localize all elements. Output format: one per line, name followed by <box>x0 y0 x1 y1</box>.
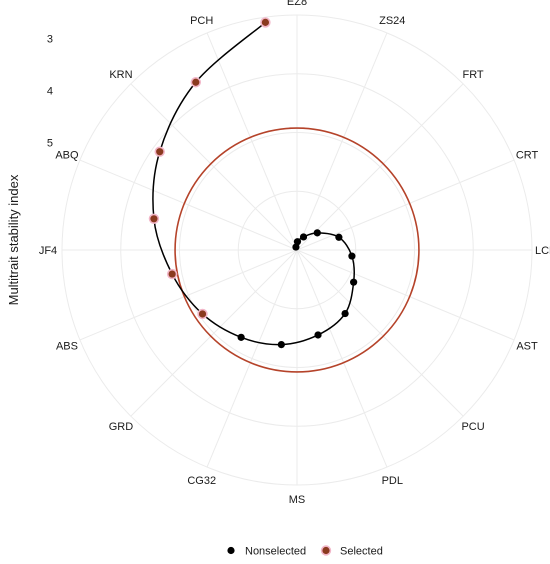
nonselected-point <box>314 331 322 339</box>
legend-label: Nonselected <box>245 546 306 558</box>
legend-label: Selected <box>340 546 383 558</box>
nonselected-point <box>313 229 321 237</box>
grid-spoke <box>130 249 298 417</box>
legend-swatch <box>322 546 330 555</box>
category-label: ABQ <box>55 150 79 162</box>
nonselected-point <box>299 233 308 241</box>
category-label: EZ8 <box>287 0 307 8</box>
y-axis-title: Multitrait stability index <box>6 174 21 305</box>
nonselected-point <box>341 309 349 318</box>
legend: Nonselected Selected <box>227 545 383 558</box>
category-label: PCU <box>461 421 484 433</box>
category-label: AST <box>516 340 538 352</box>
category-labels: EZ8 ZS24 FRT CRT LCN AST PCU PDL MS CG32 GRD ABS JF4… <box>39 0 550 506</box>
category-label: FRT <box>462 69 483 81</box>
category-label: ZS24 <box>379 15 405 27</box>
category-label: GRD <box>109 421 134 433</box>
grid-spoke <box>296 249 464 417</box>
category-label: ABS <box>56 340 78 352</box>
selected-point <box>168 270 176 278</box>
radial-tick-labels: 3 4 5 <box>47 33 53 149</box>
selected-point <box>261 18 270 26</box>
category-label: PDL <box>382 475 403 487</box>
nonselected-point <box>292 243 300 251</box>
radial-tick-label: 3 <box>47 33 53 45</box>
selected-point <box>192 78 200 86</box>
nonselected-point <box>335 233 343 241</box>
grid-spoke <box>296 249 388 468</box>
selected-point <box>156 148 164 156</box>
grid-spoke <box>296 32 388 251</box>
category-label: JF4 <box>39 245 57 257</box>
category-label: LCN <box>535 245 550 257</box>
legend-swatch <box>227 546 235 555</box>
selected-point <box>150 215 158 223</box>
radial-tick-label: 5 <box>47 138 53 150</box>
grid-spoke <box>206 32 298 251</box>
grid-spoke <box>206 249 298 468</box>
cutoff-layer <box>174 127 420 373</box>
grid-layer <box>61 14 533 486</box>
category-label: PCH <box>190 15 213 27</box>
grid-spoke <box>296 83 464 251</box>
nonselected-point <box>350 278 358 286</box>
selected-point <box>198 310 207 318</box>
nonselected-point <box>237 333 245 341</box>
grid-spoke <box>79 159 298 251</box>
grid-spoke <box>296 249 515 341</box>
nonselected-point <box>277 340 285 349</box>
category-label: KRN <box>109 69 132 81</box>
grid-spoke <box>296 159 515 251</box>
category-label: MS <box>289 494 306 506</box>
grid-spoke <box>79 249 298 341</box>
cutoff-circle <box>174 127 420 373</box>
grid-spoke <box>130 83 298 251</box>
point-layer <box>148 17 358 349</box>
category-label: CG32 <box>187 475 216 487</box>
nonselected-point <box>348 252 356 260</box>
category-label: CRT <box>516 150 539 162</box>
radial-tick-label: 4 <box>47 86 53 98</box>
